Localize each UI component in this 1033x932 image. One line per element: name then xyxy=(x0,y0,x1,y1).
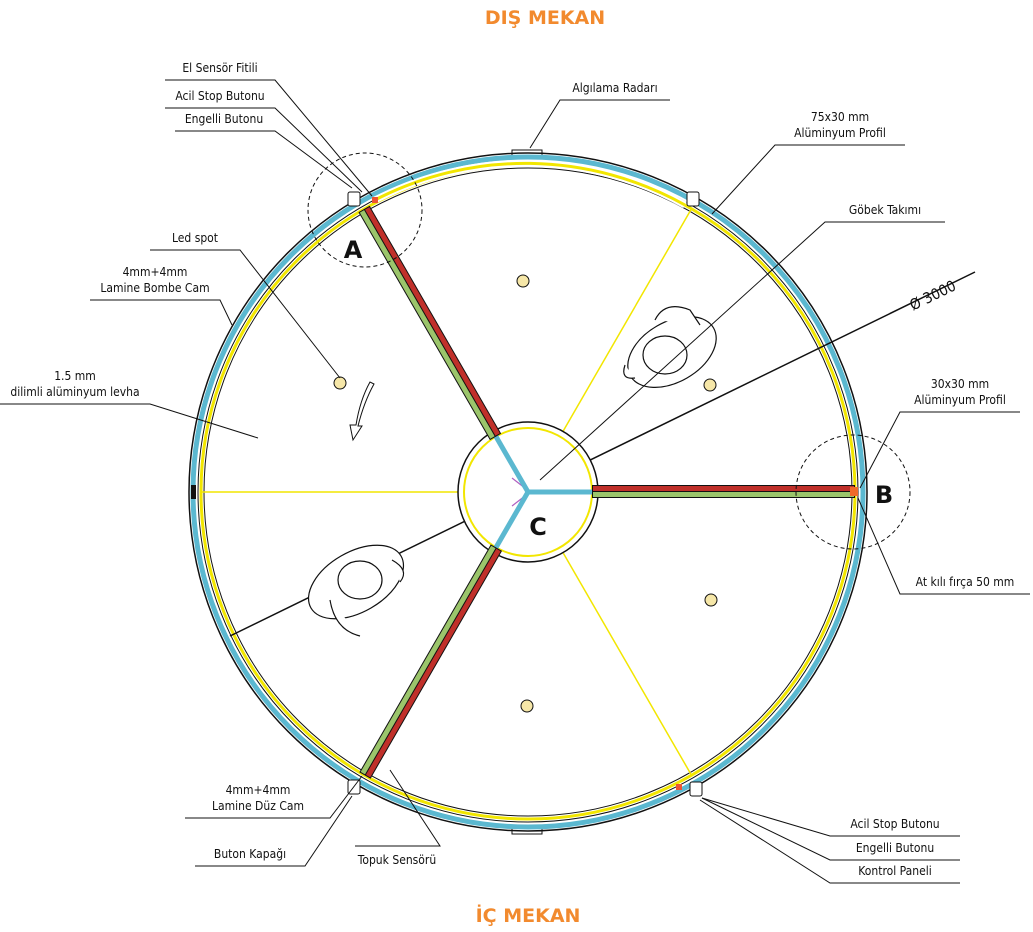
callout-label: Lamine Düz Cam xyxy=(212,799,304,813)
diameter-label: Ø 3000 xyxy=(907,277,959,315)
door-diagram: DIŞ MEKAN İÇ MEKAN xyxy=(0,0,1033,932)
callout-label: Acil Stop Butonu xyxy=(175,89,264,103)
header-bottom: İÇ MEKAN xyxy=(476,903,581,927)
callout-label: Engelli Butonu xyxy=(856,841,934,855)
callout-label: Engelli Butonu xyxy=(185,112,263,126)
callout-label: Topuk Sensörü xyxy=(357,853,436,867)
drum xyxy=(189,150,975,834)
callout-label: 30x30 mm xyxy=(931,377,989,391)
callout-label: El Sensör Fitili xyxy=(182,61,257,75)
callout-label: 4mm+4mm xyxy=(123,265,188,279)
callout-label: 4mm+4mm xyxy=(226,783,291,797)
callout-label: Acil Stop Butonu xyxy=(850,817,939,831)
callout-label: Kontrol Paneli xyxy=(858,864,931,878)
callout-label: Göbek Takımı xyxy=(849,203,921,217)
callout-label: Lamine Bombe Cam xyxy=(100,281,209,295)
callout-label: Alüminyum Profil xyxy=(914,393,1006,407)
point-a: A xyxy=(344,236,363,264)
callout-label: Alüminyum Profil xyxy=(794,126,886,140)
callout-label: 75x30 mm xyxy=(811,110,869,124)
callout-label: Buton Kapağı xyxy=(214,847,286,861)
callout-label: Algılama Radarı xyxy=(572,81,657,95)
callout-label: At kılı fırça 50 mm xyxy=(916,575,1015,589)
callout-label: dilimli alüminyum levha xyxy=(10,385,139,399)
point-c: C xyxy=(529,513,547,541)
callout-label: 1.5 mm xyxy=(54,369,96,383)
callout-label: Led spot xyxy=(172,231,218,245)
point-b: B xyxy=(875,481,893,509)
header-top: DIŞ MEKAN xyxy=(485,7,605,29)
